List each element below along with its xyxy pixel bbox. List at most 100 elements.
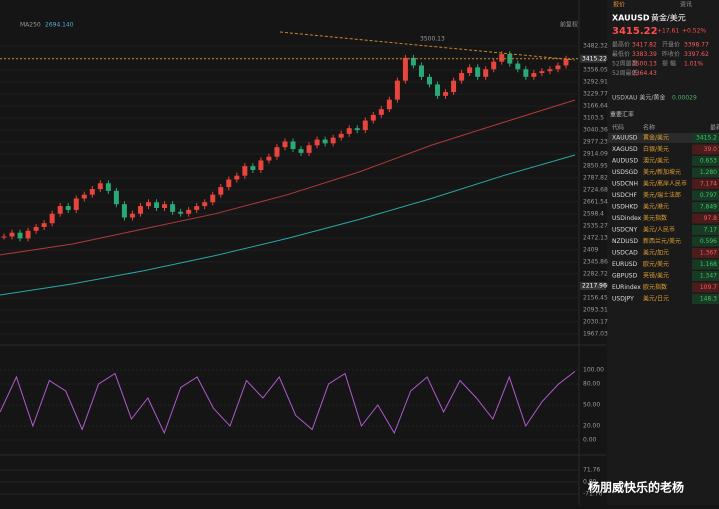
candle	[25, 230, 31, 239]
candle	[338, 133, 344, 138]
name: 美元/离岸人民币	[643, 180, 687, 188]
y-tick-label: 2156.45	[583, 294, 608, 301]
row-sel	[608, 133, 719, 143]
name: 美元/人民币	[643, 226, 675, 234]
code: USDCNY	[612, 227, 637, 234]
last-bg	[692, 271, 719, 281]
y-tick-label: 2472.13	[583, 234, 608, 241]
candle	[105, 183, 111, 191]
code: EURUSD	[612, 261, 638, 268]
candle	[563, 58, 569, 66]
candle	[451, 80, 457, 93]
code: USDCAD	[612, 250, 638, 257]
y-tick-label: 71.76	[583, 467, 600, 474]
stat: 3397.62	[684, 51, 709, 58]
candle	[226, 179, 232, 188]
change: +17.61	[657, 28, 679, 35]
candle	[1, 236, 7, 238]
candle	[298, 149, 304, 153]
inverse-value: 0.00029	[672, 95, 697, 102]
y-tick-label: 3292.91	[583, 78, 608, 85]
stat: 3500.13	[632, 61, 657, 68]
candle	[154, 202, 160, 208]
y-tick-label: 2850.95	[583, 162, 608, 169]
last-bg	[692, 213, 719, 224]
name: 美元指数	[643, 214, 667, 222]
name: 欧元指数	[643, 283, 667, 291]
candle	[178, 211, 184, 214]
last-box	[580, 54, 606, 63]
last-bg	[692, 179, 719, 189]
candle	[129, 213, 135, 218]
y-tick-label: 2977.23	[583, 138, 608, 145]
last: 1.280	[700, 169, 717, 176]
candle	[113, 190, 119, 205]
last-bg	[692, 236, 719, 247]
candle	[499, 54, 505, 62]
name: 美元/日元	[643, 295, 669, 303]
candle	[73, 198, 79, 210]
candle	[202, 202, 208, 207]
code: NZDUSD	[612, 238, 638, 245]
candle	[41, 223, 47, 228]
last: 7.849	[700, 204, 717, 211]
stat: 最低价	[612, 50, 630, 58]
last: 1.367	[700, 250, 717, 257]
candle	[459, 73, 465, 81]
candle	[274, 147, 280, 157]
last: 97.8	[704, 215, 718, 222]
candle	[539, 71, 545, 74]
y-tick-label: 50.00	[583, 402, 600, 409]
candle	[531, 73, 537, 77]
inverse: USDXAU 美元/黄金	[612, 94, 665, 102]
code: USDCHF	[612, 192, 638, 199]
name: 澳元/美元	[643, 157, 669, 165]
y-tick-label: 1967.03	[583, 331, 608, 338]
candle	[370, 114, 376, 121]
code: USDHKD	[612, 204, 638, 211]
th: 代码	[612, 124, 624, 132]
candle	[443, 92, 449, 96]
candle	[89, 188, 95, 195]
last: 7.17	[704, 227, 718, 234]
stat: 最高价	[612, 41, 630, 49]
candle	[346, 128, 352, 134]
ma-line	[0, 99, 576, 256]
name: 美元/新加坡元	[643, 168, 681, 176]
candle	[483, 69, 489, 77]
code: USDSGD	[612, 169, 638, 176]
code: XAUUSD	[612, 135, 638, 142]
adjust[interactable]: 前复权	[560, 21, 578, 29]
candle	[314, 139, 320, 146]
last-bg	[692, 225, 719, 235]
candle	[33, 227, 39, 231]
symbol-name: 黄金/美元	[651, 13, 686, 23]
stat: 昨收价	[662, 50, 680, 58]
candle	[162, 204, 168, 208]
candle	[394, 80, 400, 100]
candle	[290, 141, 296, 150]
candle	[49, 213, 55, 224]
code: USDindex	[612, 215, 642, 222]
candle	[242, 166, 248, 176]
y-tick-label: 2345.86	[583, 258, 608, 265]
tab[interactable]: 资讯	[680, 1, 692, 9]
candle	[475, 67, 481, 77]
candle	[57, 206, 63, 214]
last: 0.596	[700, 238, 717, 245]
ma-value: 2694.140	[45, 22, 74, 29]
tab[interactable]: 报价	[613, 1, 625, 9]
last-bg	[692, 248, 719, 258]
y-tick-label: 2282.72	[583, 270, 608, 277]
name: 美元/加元	[643, 249, 669, 257]
symbol: XAUUSD	[612, 14, 650, 23]
name: 美元/瑞士法郎	[643, 191, 681, 199]
stat: 开盘价	[662, 41, 680, 49]
y-tick-label: 3166.64	[583, 102, 608, 109]
last-bg	[692, 167, 719, 178]
price: 3415.22	[612, 26, 658, 37]
candle	[362, 120, 368, 131]
candle	[121, 204, 127, 218]
candle	[523, 69, 529, 77]
